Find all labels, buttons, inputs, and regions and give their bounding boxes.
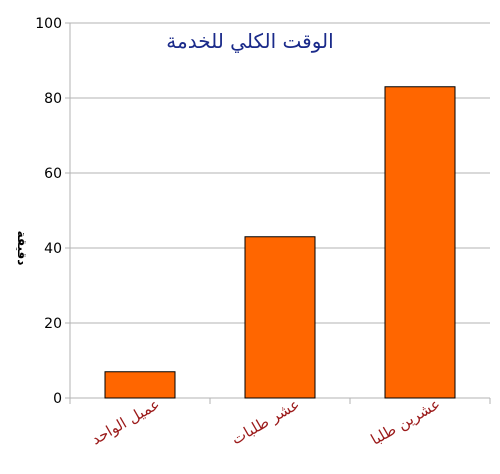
x-category-label: عشر طلبات [228,395,302,448]
x-category-label: عميل الواحد [88,395,163,449]
chart-title: الوقت الكلي للخدمة [166,29,333,54]
bars [104,86,456,399]
x-category-label: عشرين طلبا [368,395,444,449]
x-category-labels: عميل الواحد عشر طلبات عشرين طلبا [88,395,443,449]
y-tick-label: 20 [44,316,62,332]
bar [384,86,456,399]
y-tick-label: 0 [53,391,62,407]
y-tick-label: 80 [44,91,62,107]
y-tick-label: 40 [44,241,62,257]
y-tick-labels: 0 20 40 60 80 100 [35,16,62,407]
y-tick-label: 100 [35,16,62,32]
bar [104,371,176,399]
bar [244,236,316,399]
y-tick-label: 60 [44,166,62,182]
y-axis-label: دقيقة [15,231,29,266]
